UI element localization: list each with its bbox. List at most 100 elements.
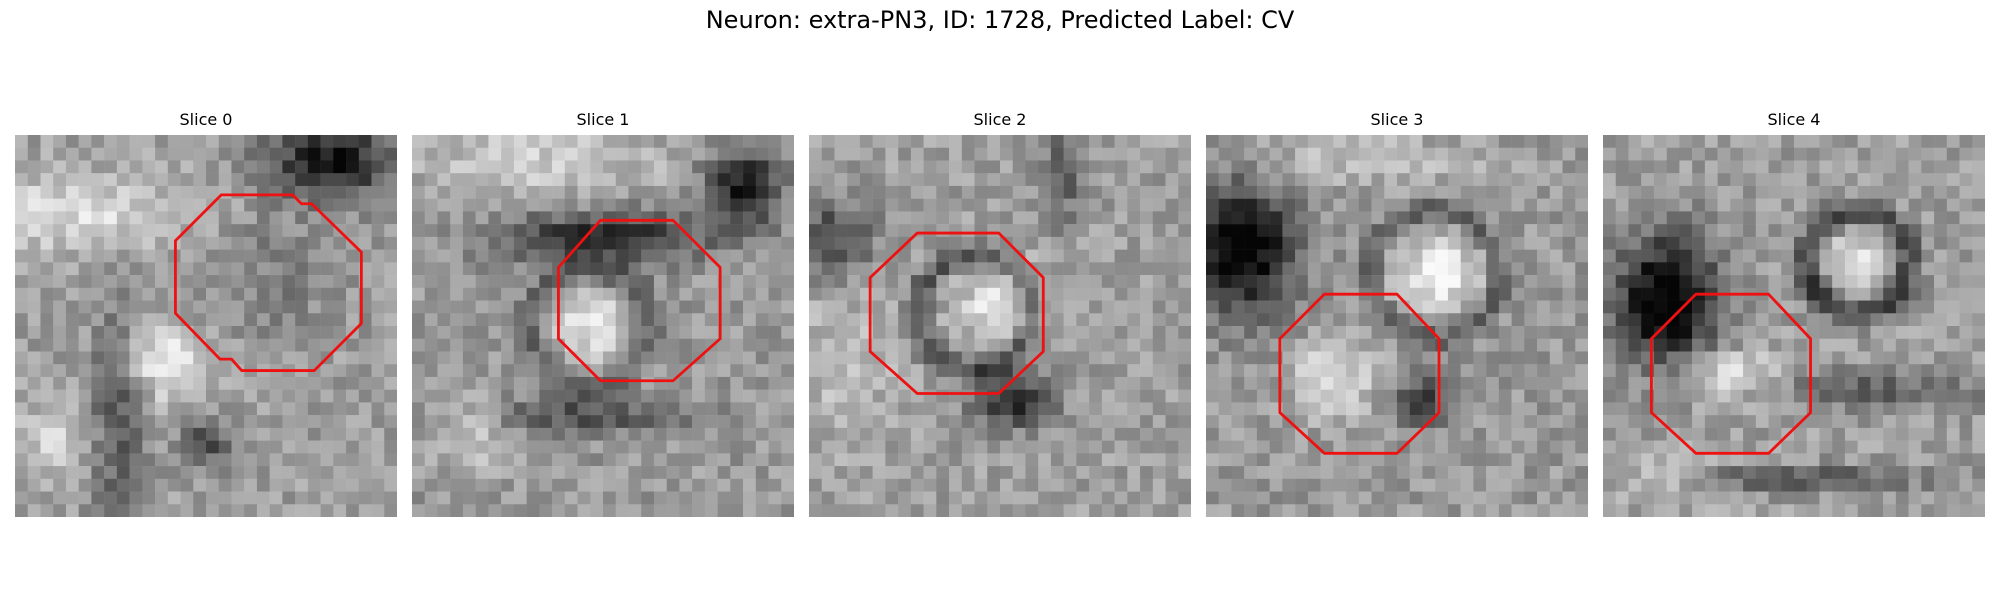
pixel (653, 402, 667, 416)
pixel (1050, 466, 1064, 480)
pixel (526, 389, 540, 403)
pixel (1921, 249, 1935, 263)
pixel (923, 198, 937, 212)
pixel (333, 211, 347, 225)
pixel (1333, 147, 1347, 161)
pixel (1244, 364, 1258, 378)
pixel (1806, 326, 1820, 339)
pixel (653, 338, 667, 352)
pixel (1140, 402, 1154, 416)
pixel (295, 160, 309, 174)
slice-panel-3: Slice 3 (1206, 107, 1588, 517)
pixel (180, 389, 194, 403)
pixel (333, 415, 347, 429)
pixel (282, 338, 296, 352)
pixel (1857, 453, 1871, 467)
pixel (1498, 275, 1512, 289)
pixel (1409, 173, 1423, 187)
pixel (1870, 135, 1884, 148)
pixel (307, 415, 321, 429)
pixel (142, 224, 156, 238)
pixel (1628, 453, 1642, 467)
pixel (358, 453, 372, 467)
pixel (231, 364, 245, 378)
pixel (1307, 224, 1321, 238)
pixel (1256, 389, 1270, 403)
pixel (1127, 351, 1141, 365)
pixel (1012, 211, 1026, 225)
pixel (1000, 440, 1013, 454)
pixel (256, 338, 270, 352)
pixel (743, 313, 757, 327)
pixel (809, 338, 822, 352)
pixel (1921, 147, 1935, 161)
pixel (768, 287, 782, 301)
pixel (949, 313, 963, 327)
pixel (1422, 173, 1436, 187)
pixel (1127, 249, 1141, 263)
pixel (1743, 249, 1757, 263)
pixel (53, 415, 67, 429)
pixel (1307, 364, 1321, 378)
pixel (1076, 338, 1090, 352)
pixel (1730, 504, 1744, 517)
pixel (1178, 249, 1191, 263)
pixel (40, 147, 54, 161)
pixel (155, 427, 169, 441)
pixel (244, 415, 258, 429)
pixel (730, 135, 744, 148)
pixel (1666, 313, 1680, 327)
pixel (1883, 198, 1897, 212)
pixel (1832, 326, 1846, 339)
pixel (730, 160, 744, 174)
pixel (847, 313, 861, 327)
pixel (513, 491, 527, 505)
pixel (1819, 249, 1833, 263)
pixel (1717, 135, 1731, 148)
pixel (193, 135, 207, 148)
pixel (768, 326, 782, 339)
pixel (78, 275, 92, 289)
pixel (488, 351, 502, 365)
pixel (692, 275, 706, 289)
pixel (1743, 504, 1757, 517)
pixel (424, 491, 438, 505)
pixel (1908, 198, 1922, 212)
pixel (1295, 236, 1309, 250)
pixel (704, 135, 718, 148)
pixel (1524, 364, 1538, 378)
pixel (333, 389, 347, 403)
pixel (1562, 300, 1576, 314)
pixel (1165, 185, 1179, 199)
pixel (129, 427, 143, 441)
pixel (27, 402, 41, 416)
pixel (475, 287, 489, 301)
pixel (412, 198, 425, 212)
pixel (1934, 466, 1948, 480)
pixel (526, 249, 540, 263)
pixel (358, 440, 372, 454)
pixel (180, 466, 194, 480)
pixel (539, 224, 553, 238)
pixel (730, 249, 744, 263)
pixel (104, 440, 118, 454)
pixel (1806, 389, 1820, 403)
pixel (1447, 338, 1461, 352)
pixel (1076, 376, 1090, 390)
pixel (1653, 185, 1667, 199)
pixel (847, 402, 861, 416)
pixel (936, 351, 950, 365)
pixel (1256, 453, 1270, 467)
pixel (1692, 224, 1706, 238)
pixel (371, 287, 385, 301)
pixel (1575, 185, 1588, 199)
pixel (847, 453, 861, 467)
pixel (1549, 135, 1563, 148)
pixel (1549, 478, 1563, 492)
pixel (104, 376, 118, 390)
pixel (1537, 478, 1551, 492)
pixel (1384, 478, 1398, 492)
pixel (1473, 287, 1487, 301)
pixel (1076, 478, 1090, 492)
pixel (1511, 185, 1525, 199)
